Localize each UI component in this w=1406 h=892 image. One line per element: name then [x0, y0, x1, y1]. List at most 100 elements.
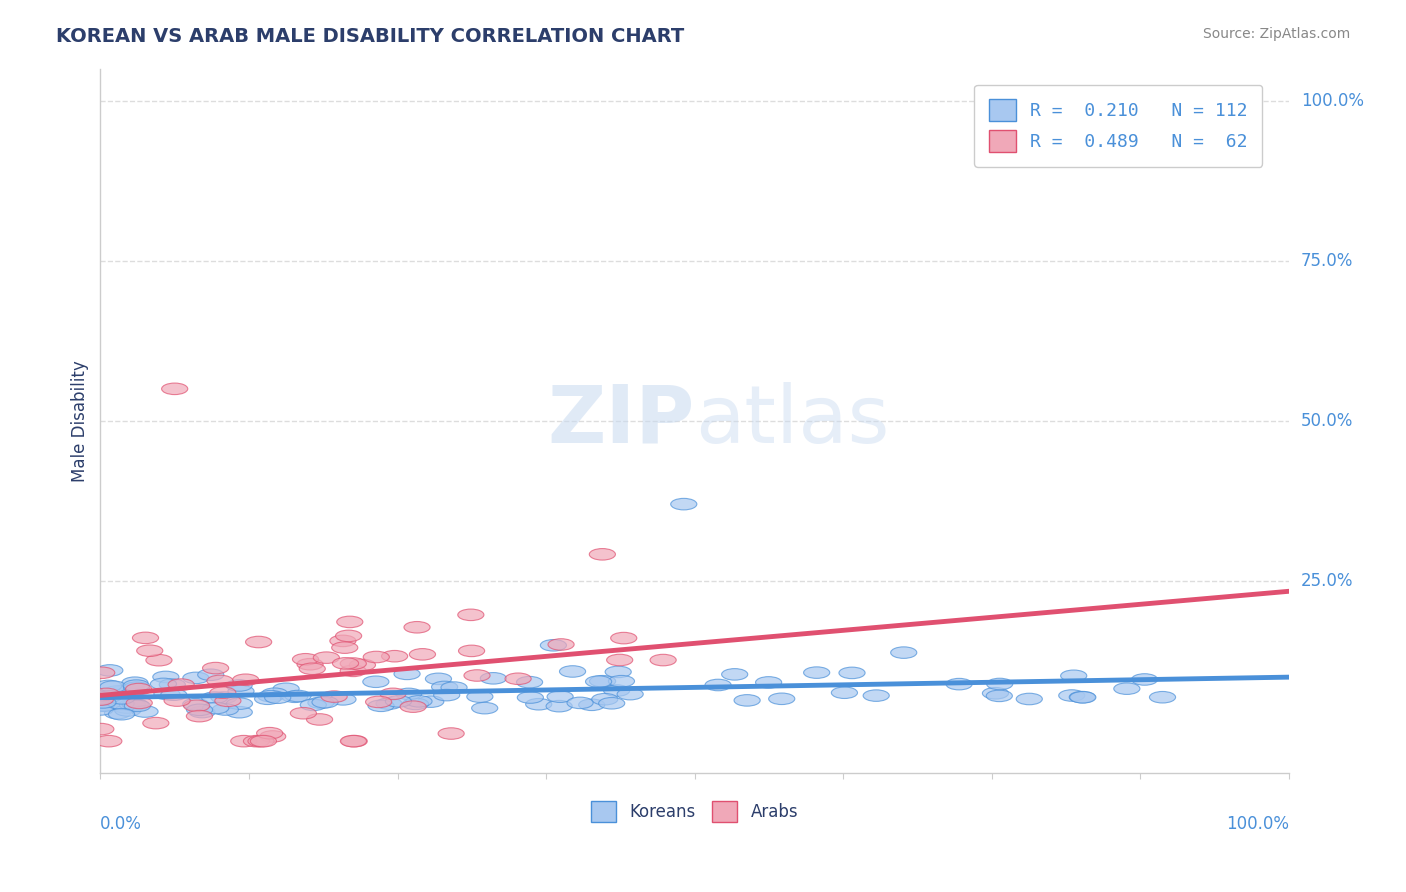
- Ellipse shape: [87, 723, 114, 735]
- Ellipse shape: [432, 681, 458, 693]
- Ellipse shape: [184, 700, 209, 712]
- Ellipse shape: [986, 690, 1012, 702]
- Ellipse shape: [226, 706, 252, 718]
- Ellipse shape: [256, 727, 283, 739]
- Ellipse shape: [321, 690, 347, 702]
- Ellipse shape: [260, 731, 285, 742]
- Ellipse shape: [290, 707, 316, 719]
- Ellipse shape: [120, 699, 146, 710]
- Ellipse shape: [983, 688, 1008, 699]
- Ellipse shape: [439, 728, 464, 739]
- Text: 100.0%: 100.0%: [1301, 92, 1364, 110]
- Ellipse shape: [301, 699, 326, 711]
- Ellipse shape: [406, 696, 432, 707]
- Ellipse shape: [458, 609, 484, 621]
- Ellipse shape: [188, 706, 215, 718]
- Ellipse shape: [314, 652, 339, 664]
- Ellipse shape: [201, 692, 228, 704]
- Ellipse shape: [363, 651, 389, 663]
- Ellipse shape: [946, 678, 972, 690]
- Ellipse shape: [516, 676, 543, 688]
- Ellipse shape: [108, 692, 135, 704]
- Ellipse shape: [285, 690, 311, 702]
- Ellipse shape: [1060, 670, 1087, 681]
- Ellipse shape: [122, 677, 148, 689]
- Ellipse shape: [96, 680, 122, 691]
- Ellipse shape: [404, 622, 430, 633]
- Text: KOREAN VS ARAB MALE DISABILITY CORRELATION CHART: KOREAN VS ARAB MALE DISABILITY CORRELATI…: [56, 27, 685, 45]
- Ellipse shape: [418, 696, 444, 707]
- Ellipse shape: [368, 700, 394, 712]
- Ellipse shape: [381, 650, 408, 662]
- Ellipse shape: [89, 692, 115, 704]
- Ellipse shape: [458, 645, 485, 657]
- Ellipse shape: [380, 688, 406, 699]
- Ellipse shape: [211, 692, 238, 704]
- Ellipse shape: [1114, 683, 1140, 695]
- Ellipse shape: [159, 679, 186, 690]
- Ellipse shape: [207, 675, 233, 687]
- Ellipse shape: [426, 673, 451, 684]
- Ellipse shape: [579, 699, 605, 711]
- Ellipse shape: [114, 702, 139, 714]
- Ellipse shape: [1150, 691, 1175, 703]
- Ellipse shape: [153, 671, 179, 682]
- Ellipse shape: [136, 645, 163, 657]
- Ellipse shape: [250, 735, 277, 747]
- Ellipse shape: [243, 735, 270, 747]
- Ellipse shape: [297, 658, 323, 670]
- Ellipse shape: [307, 714, 333, 725]
- Ellipse shape: [585, 676, 612, 688]
- Ellipse shape: [505, 673, 531, 684]
- Ellipse shape: [363, 676, 389, 688]
- Ellipse shape: [124, 680, 149, 691]
- Ellipse shape: [336, 630, 361, 641]
- Ellipse shape: [112, 685, 138, 697]
- Ellipse shape: [831, 687, 858, 698]
- Ellipse shape: [89, 667, 115, 679]
- Ellipse shape: [769, 693, 794, 705]
- Ellipse shape: [198, 669, 224, 681]
- Ellipse shape: [108, 699, 135, 710]
- Ellipse shape: [183, 698, 209, 710]
- Ellipse shape: [125, 683, 152, 695]
- Ellipse shape: [517, 692, 544, 703]
- Ellipse shape: [153, 689, 180, 700]
- Text: 50.0%: 50.0%: [1301, 412, 1353, 430]
- Ellipse shape: [264, 692, 291, 704]
- Ellipse shape: [91, 699, 117, 711]
- Ellipse shape: [96, 690, 122, 702]
- Text: atlas: atlas: [695, 382, 889, 460]
- Ellipse shape: [342, 735, 367, 747]
- Ellipse shape: [567, 698, 593, 708]
- Ellipse shape: [617, 689, 643, 700]
- Ellipse shape: [804, 667, 830, 679]
- Ellipse shape: [987, 678, 1012, 690]
- Ellipse shape: [481, 673, 506, 684]
- Ellipse shape: [340, 657, 367, 669]
- Ellipse shape: [226, 680, 252, 691]
- Ellipse shape: [349, 659, 375, 671]
- Y-axis label: Male Disability: Male Disability: [72, 360, 89, 482]
- Ellipse shape: [146, 655, 172, 666]
- Ellipse shape: [120, 684, 145, 696]
- Ellipse shape: [124, 681, 149, 693]
- Ellipse shape: [592, 693, 617, 705]
- Text: 100.0%: 100.0%: [1226, 815, 1289, 833]
- Ellipse shape: [104, 686, 131, 698]
- Ellipse shape: [292, 654, 319, 665]
- Ellipse shape: [332, 642, 357, 654]
- Ellipse shape: [340, 735, 367, 747]
- Ellipse shape: [108, 708, 135, 720]
- Ellipse shape: [330, 694, 356, 706]
- Ellipse shape: [1132, 673, 1157, 685]
- Ellipse shape: [132, 632, 159, 644]
- Ellipse shape: [104, 707, 131, 719]
- Ellipse shape: [721, 669, 748, 680]
- Ellipse shape: [385, 696, 412, 707]
- Ellipse shape: [433, 690, 460, 701]
- Text: 25.0%: 25.0%: [1301, 572, 1354, 590]
- Ellipse shape: [299, 663, 325, 674]
- Ellipse shape: [671, 499, 697, 510]
- Ellipse shape: [471, 702, 498, 714]
